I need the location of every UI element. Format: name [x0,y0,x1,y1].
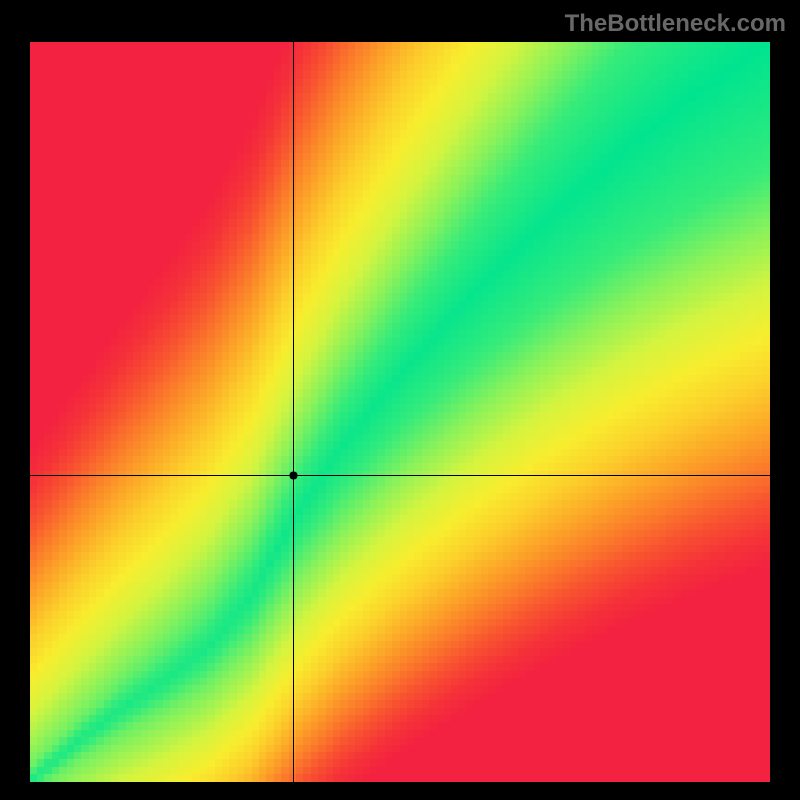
plot-frame [30,42,770,782]
bottleneck-heatmap [30,42,770,782]
watermark-text: TheBottleneck.com [565,10,786,38]
